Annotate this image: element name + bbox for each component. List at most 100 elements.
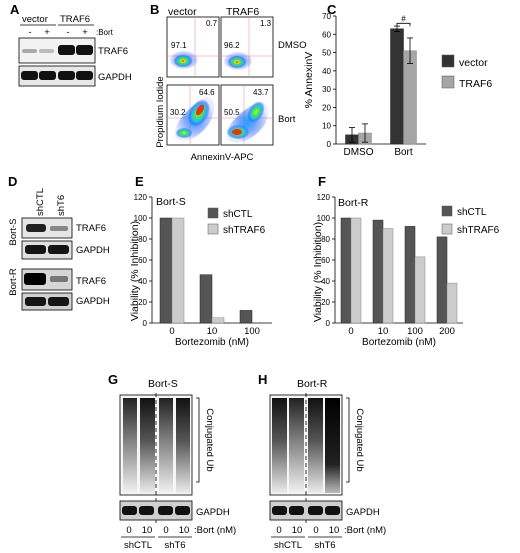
band-label: GAPDH	[76, 245, 110, 256]
bar-shTRAF6	[211, 317, 225, 324]
sign-3: -	[66, 27, 69, 38]
bar-shTRAF6	[446, 282, 458, 324]
group-label-h: shT6	[314, 540, 335, 551]
band-label-traf6: TRAF6	[98, 46, 128, 57]
chart-e: 0 20 40 60 80 100 120 0 10 100 shCTL shTRAF6 Bort-S B…	[134, 193, 272, 348]
quad-value: 30.2	[170, 108, 186, 117]
x-axis-label: Bortezomib (nM)	[175, 337, 249, 348]
chart-title: Bort-S	[156, 196, 186, 208]
row-label-dmso: DMSO	[278, 40, 307, 51]
bar-shCTL	[340, 217, 352, 324]
panel-letter-h: H	[258, 372, 267, 387]
x-tick-label: 10	[378, 326, 389, 337]
y-tick-label: 120	[317, 193, 331, 202]
bar-TRAF6	[403, 50, 417, 145]
chart-e-ylabel: Viability (% Inhibition)	[129, 221, 141, 321]
y-tick-label: 40	[321, 277, 330, 286]
band-label: TRAF6	[76, 223, 106, 234]
sign-1: -	[28, 27, 31, 38]
row-label-bort-r: Bort-R	[8, 268, 19, 296]
column-label-vector: vector	[168, 6, 197, 18]
blot-gapdh	[18, 65, 96, 87]
legend-swatch	[207, 223, 219, 235]
panel-d: D shCTL shT6 Bort-S Bort-R TRAF6 GAPDH T…	[8, 174, 110, 311]
y-tick-label: 10	[322, 122, 331, 131]
group-label-h: shCTL	[274, 540, 302, 551]
bracket-label-h: Conjugated Ub	[354, 408, 365, 471]
sign-2: +	[44, 27, 50, 38]
quad-value: 50.5	[224, 108, 240, 117]
blot-g-gapdh	[119, 500, 193, 521]
y-tick-label: 20	[138, 298, 147, 307]
x-tick-label: 100	[407, 326, 423, 337]
treatment-label: :Bort	[96, 28, 114, 37]
blot-h-title: Bort-R	[297, 378, 328, 390]
x-axis-label: Bortezomib (nM)	[362, 337, 436, 348]
x-tick-label: 0	[348, 326, 353, 337]
y-tick-label: 0	[143, 319, 148, 328]
panel-letter-b: B	[150, 2, 159, 17]
y-tick-label: 80	[138, 235, 147, 244]
y-tick-label: 100	[317, 214, 331, 223]
panel-b: B vector TRAF6 DMSO Bort Propidium Iodid…	[150, 2, 307, 163]
significance-bracket	[396, 22, 411, 27]
row-label-bort-s: Bort-S	[8, 219, 19, 246]
flow-plot-vector-bort: 30.2 64.6	[166, 84, 220, 146]
dose-label-h: :Bort (nM)	[344, 525, 386, 536]
lane-label-shctl: shCTL	[35, 188, 46, 216]
chart-f: 0 20 40 60 80 100 120 0 10 100 200 shCTL shTRAF6 Bort…	[317, 193, 500, 348]
x-tick-label: 0	[169, 326, 174, 337]
quad-value: 64.6	[199, 88, 215, 97]
dose: 10	[329, 525, 340, 536]
lane-label-sht6: shT6	[56, 195, 67, 216]
legend-label: shTRAF6	[223, 225, 266, 236]
y-tick-label: 50	[322, 49, 331, 58]
dose: 0	[126, 525, 131, 536]
x-tick-label: 100	[244, 326, 260, 337]
quad-value: 0.7	[206, 19, 218, 28]
bar-shCTL	[372, 219, 384, 324]
quad-value: 43.7	[253, 88, 269, 97]
legend-label: vector	[459, 57, 488, 69]
sign-4: +	[82, 27, 88, 38]
legend-swatch	[441, 75, 455, 89]
bar-vector	[390, 28, 404, 145]
panel-letter-g: G	[108, 372, 118, 387]
y-tick-label: 20	[322, 103, 331, 112]
chart-f-ylabel: Viability (% Inhibition)	[312, 222, 324, 322]
panel-c: C % AnnexinV 0 10 20 30 40 50 60 70 DMSO Bort vect…	[303, 2, 492, 158]
bar-shTRAF6	[414, 256, 426, 324]
y-tick-label: 80	[321, 235, 330, 244]
dose: 0	[313, 525, 318, 536]
group-label-traf6: TRAF6	[60, 14, 90, 25]
flow-y-label: Propidium Iodide	[155, 76, 166, 147]
y-tick-label: 60	[322, 30, 331, 39]
column-label-traf6: TRAF6	[226, 6, 259, 18]
dose-label-g: :Bort (nM)	[194, 525, 236, 536]
group-label-g: shCTL	[124, 540, 152, 551]
bar-shCTL	[199, 274, 213, 324]
loading-label-h: GAPDH	[346, 507, 380, 518]
dose: 10	[179, 525, 190, 536]
panel-f: F Viability (% Inhibition) 0204060801001…	[312, 174, 500, 348]
panel-h: H Bort-R Conjugated Ub GAPDH 0 10 0 10 :…	[258, 372, 386, 551]
panel-a: A vector TRAF6 - + - + :Bort TRAF6 GAPDH	[10, 2, 132, 87]
y-tick-label: 100	[134, 214, 148, 223]
band-label: TRAF6	[76, 276, 106, 287]
group-label-vector: vector	[22, 14, 48, 25]
legend-swatch	[441, 205, 453, 217]
chart-title: Bort-R	[338, 197, 369, 209]
x-tick-label: DMSO	[344, 147, 374, 158]
y-tick-label: 40	[138, 277, 147, 286]
dose: 10	[142, 525, 153, 536]
legend-label: shCTL	[223, 209, 253, 220]
chart-c-ylabel: % AnnexinV	[303, 52, 315, 109]
y-tick-label: 40	[322, 67, 331, 76]
quad-value: 97.1	[171, 41, 187, 50]
bracket-label-g: Conjugated Ub	[204, 408, 215, 471]
x-tick-label: Bort	[394, 147, 413, 158]
legend-swatch	[441, 54, 455, 68]
y-tick-label: 60	[138, 256, 147, 265]
flow-plot-vector-dmso: 97.1 0.7	[166, 16, 220, 78]
